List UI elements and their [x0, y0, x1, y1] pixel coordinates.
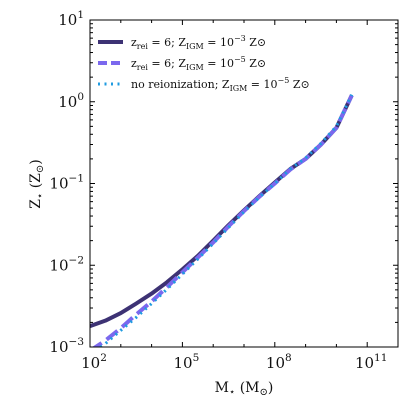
axis-ticks — [89, 19, 399, 348]
y-axis-label: Z⋆ (Z⊙) — [28, 159, 46, 209]
y-tick-label: 10−1 — [49, 173, 84, 193]
legend: zrei = 6; ZIGM = 10−3 Z⊙ zrei = 6; ZIGM =… — [98, 34, 310, 93]
x-tick-label: 1011 — [355, 352, 387, 372]
series-line-3 — [98, 94, 354, 347]
x-tick-label: 108 — [266, 352, 292, 372]
y-tick-label: 10−2 — [49, 254, 84, 274]
series-line-1 — [90, 94, 354, 329]
series-lines — [90, 94, 354, 347]
series-line-2 — [92, 94, 354, 347]
x-tick-label: 102 — [81, 352, 107, 372]
y-tick-label: 100 — [58, 91, 84, 111]
x-tick-label: 105 — [174, 352, 200, 372]
tick-labels: 102 105 108 1011 10−3 10−2 10−1 100 101 — [49, 9, 387, 372]
x-axis-label: M⋆ (M⊙) — [215, 380, 274, 398]
legend-label: no reionization; ZIGM = 10−5 Z⊙ — [131, 76, 310, 93]
y-tick-label: 10−3 — [49, 336, 84, 356]
legend-label: zrei = 6; ZIGM = 10−5 Z⊙ — [131, 55, 266, 72]
legend-label: zrei = 6; ZIGM = 10−3 Z⊙ — [131, 34, 266, 51]
y-tick-label: 101 — [58, 9, 84, 29]
